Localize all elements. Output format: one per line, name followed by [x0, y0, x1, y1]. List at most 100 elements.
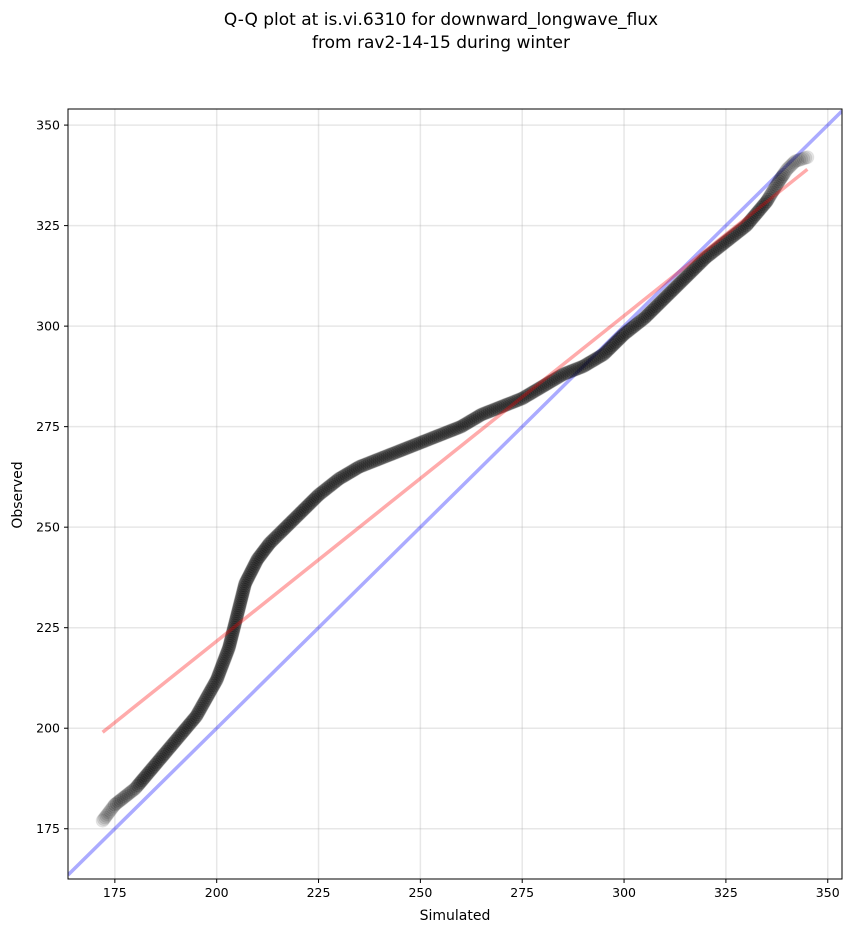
- quantile-point: [208, 674, 223, 689]
- quantile-point: [707, 244, 722, 259]
- quantile-point: [737, 219, 752, 234]
- quantile-point: [488, 401, 503, 416]
- quantile-point: [346, 463, 361, 478]
- quantile-point: [470, 409, 485, 424]
- quantile-point: [258, 541, 273, 556]
- quantile-point: [339, 467, 354, 482]
- quantile-point: [634, 313, 649, 328]
- y-tick-label: 175: [36, 821, 60, 836]
- quantile-point: [194, 699, 209, 714]
- quantile-point: [775, 169, 790, 184]
- quantile-point: [776, 167, 791, 182]
- quantile-point: [237, 578, 252, 593]
- quantile-point: [164, 738, 179, 753]
- quantile-point: [215, 658, 230, 673]
- quantile-point: [566, 363, 581, 378]
- quantile-point: [239, 574, 254, 589]
- quantile-point: [770, 176, 785, 191]
- quantile-point: [685, 263, 700, 278]
- quantile-point: [740, 216, 755, 231]
- quantile-point: [121, 786, 136, 801]
- quantile-point: [441, 424, 456, 439]
- quantile-point: [304, 495, 319, 510]
- quantile-point: [568, 362, 583, 377]
- quantile-point: [229, 612, 244, 627]
- quantile-point: [99, 808, 114, 823]
- quantile-point: [232, 600, 247, 615]
- quantile-point: [98, 810, 113, 825]
- quantile-point: [295, 503, 310, 518]
- quantile-point: [713, 238, 728, 253]
- quantile-point: [130, 778, 145, 793]
- quantile-point: [725, 229, 740, 244]
- quantile-point: [482, 404, 497, 419]
- quantile-point: [230, 608, 245, 623]
- quantile-point: [533, 380, 548, 395]
- quantile-point: [683, 265, 698, 280]
- quantile-point: [450, 421, 465, 436]
- quantile-point: [672, 276, 687, 291]
- quantile-point: [581, 356, 596, 371]
- quantile-point: [673, 275, 688, 290]
- x-axis-label: Simulated: [420, 908, 491, 924]
- quantile-point: [425, 430, 440, 445]
- quantile-point: [175, 725, 190, 740]
- quantile-point: [576, 359, 591, 374]
- quantile-point: [788, 154, 803, 169]
- quantile-point: [241, 570, 256, 585]
- quantile-point: [727, 227, 742, 242]
- quantile-point: [647, 301, 662, 316]
- quantile-point: [187, 710, 202, 725]
- quantile-point: [628, 317, 643, 332]
- quantile-point: [646, 302, 661, 317]
- chart-title-line-1: Q-Q plot at is.vi.6310 for downward_long…: [224, 10, 658, 30]
- quantile-point: [257, 542, 272, 557]
- quantile-point: [490, 401, 505, 416]
- quantile-point: [537, 378, 552, 393]
- quantile-point: [759, 194, 774, 209]
- quantile-point: [535, 379, 550, 394]
- quantile-point: [243, 565, 258, 580]
- quantile-point: [213, 662, 228, 677]
- quantile-point: [649, 299, 664, 314]
- quantile-point: [233, 596, 248, 611]
- quantile-point: [386, 446, 401, 461]
- quantile-point: [766, 183, 781, 198]
- quantile-point: [240, 572, 255, 587]
- quantile-point: [241, 569, 256, 584]
- quantile-point: [195, 697, 210, 712]
- quantile-point: [413, 435, 428, 450]
- quantile-point: [219, 646, 234, 661]
- quantile-point: [200, 690, 215, 705]
- quantile-point: [252, 549, 267, 564]
- y-tick-label: 200: [36, 721, 60, 736]
- quantile-point: [431, 428, 446, 443]
- quantile-point: [292, 506, 307, 521]
- quantile-point: [498, 397, 513, 412]
- quantile-point: [609, 334, 624, 349]
- quantile-point: [123, 785, 138, 800]
- quantile-point: [602, 341, 617, 356]
- quantile-point: [403, 439, 418, 454]
- quantile-point: [380, 448, 395, 463]
- quantile-point: [710, 241, 725, 256]
- quantile-point: [225, 624, 240, 639]
- quantile-point: [583, 354, 598, 369]
- quantile-point: [700, 249, 715, 264]
- quantile-point: [218, 650, 233, 665]
- quantile-point: [502, 396, 517, 411]
- quantile-point: [305, 493, 320, 508]
- x-tick-label: 200: [205, 885, 229, 900]
- quantile-point: [419, 433, 434, 448]
- quantile-point: [163, 739, 178, 754]
- quantile-point: [689, 259, 704, 274]
- quantile-point: [395, 442, 410, 457]
- quantile-point: [144, 762, 159, 777]
- quantile-point: [289, 509, 304, 524]
- quantile-point: [277, 521, 292, 536]
- quantile-point: [140, 767, 155, 782]
- quantile-point: [618, 325, 633, 340]
- quantile-point: [234, 590, 249, 605]
- quantile-point: [221, 642, 236, 657]
- quantile-point: [107, 797, 122, 812]
